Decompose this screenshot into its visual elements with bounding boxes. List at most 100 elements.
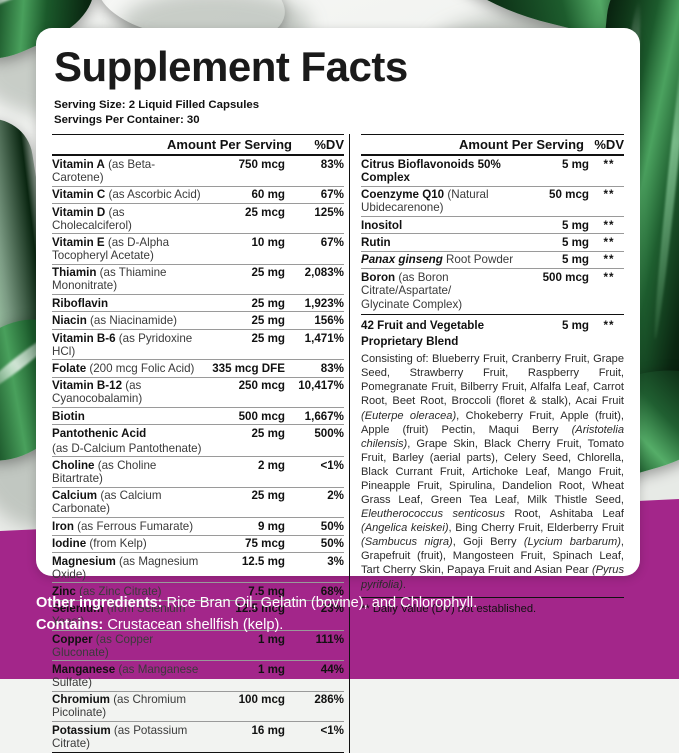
column-header-row-right: Amount Per Serving %DV	[361, 135, 624, 154]
table-row: Calcium (as Calcium Carbonate) 25 mg 2%	[52, 486, 344, 518]
nutrient-name: Inositol	[361, 215, 537, 234]
nutrient-name: Vitamin E (as D-Alpha Tocopheryl Acetate…	[52, 233, 207, 265]
nutrient-amount: 50 mcg	[536, 185, 589, 217]
nutrient-amount: 100 mcg	[206, 690, 285, 722]
nutrient-amount: 9 mg	[206, 517, 285, 535]
nutrient-name: Manganese (as Manganese Sulfate)	[52, 660, 207, 692]
column-header-row-left: Amount Per Serving %DV	[52, 135, 344, 154]
table-row-continuation: (as D-Calcium Pantothenate)	[52, 442, 344, 457]
nutrient-source: (as Calcium Carbonate)	[52, 489, 162, 516]
nutrient-percent-dv: **	[589, 215, 624, 234]
amount-per-serving-header-right: Amount Per Serving	[459, 137, 584, 153]
nutrient-percent-dv: 50%	[285, 534, 344, 553]
servings-per-container-line: Servings Per Container: 30	[54, 113, 200, 126]
nutrient-name: Iron (as Ferrous Fumarate)	[52, 517, 207, 535]
nutrient-source: Root Powder	[442, 253, 514, 267]
nutrient-source: (as Cyanocobalamin)	[52, 379, 143, 406]
nutrient-amount: 2 mg	[206, 456, 285, 488]
nutrient-name: Zinc (as Zinc Citrate)	[52, 582, 207, 601]
nutrient-name: Vitamin B-12 (as Cyanocobalamin)	[52, 376, 207, 408]
nutrient-percent-dv: 83%	[285, 359, 344, 378]
nutrient-amount: 16 mg	[206, 721, 285, 752]
nutrient-percent-dv: 67%	[285, 185, 344, 204]
nutrient-percent-dv: **	[603, 157, 615, 171]
blend-top-rule	[361, 314, 624, 316]
blend-name-line-1: 42 Fruit and Vegetable	[361, 319, 485, 333]
percent-dv-header-right: %DV	[594, 137, 624, 153]
table-row: Panax ginseng Root Powder 5 mg **	[361, 250, 624, 269]
nutrient-percent-dv: 83%	[320, 157, 344, 171]
nutrient-amount: 25 mg	[206, 486, 285, 518]
supplement-facts-panel: Supplement Facts Serving Size: 2 Liquid …	[36, 28, 640, 753]
table-row: Niacin (as Niacinamide) 25 mg 156%	[52, 311, 344, 330]
other-ingredients-value: Rice Bran Oil, Gelatin (bovine), and Chl…	[162, 595, 478, 612]
table-row: Inositol 5 mg **	[361, 215, 624, 234]
nutrient-percent-dv: <1%	[285, 721, 344, 752]
nutrient-amount: 7.5 mg	[206, 582, 285, 601]
nutrient-percent-dv: 2%	[285, 486, 344, 518]
nutrient-source: (as Ferrous Fumarate)	[73, 519, 194, 533]
nutrient-percent-dv: 1,471%	[285, 328, 344, 360]
nutrient-percent-dv: 1,923%	[285, 294, 344, 312]
other-ingredients-line: Other ingredients: Rice Bran Oil, Gelati…	[36, 593, 636, 615]
nutrient-source: (as Zinc Citrate)	[75, 584, 162, 598]
nutrient-source: (from Kelp)	[86, 537, 147, 551]
nutrient-amount: 60 mg	[206, 185, 285, 204]
nutrient-percent-dv: 1,667%	[285, 406, 344, 425]
nutrient-source: (as Copper Gluconate)	[52, 632, 154, 659]
nutrient-percent-dv: 23%	[285, 599, 344, 631]
table-row: Chromium (as Chromium Picolinate) 100 mcg…	[52, 690, 344, 722]
nutrient-source: (as Boron Citrate/Aspartate/	[361, 270, 452, 297]
table-row: Folate (200 mcg Folic Acid) 335 mcg DFE 83…	[52, 359, 344, 378]
nutrient-name: Niacin (as Niacinamide)	[52, 311, 207, 330]
nutrition-columns: Amount Per Serving %DV Vitamin A (as Bet…	[52, 134, 624, 753]
other-ingredients-label: Other ingredients:	[36, 595, 163, 612]
page-title: Supplement Facts	[54, 43, 408, 90]
nutrient-percent-dv: 44%	[285, 660, 344, 692]
table-row: Citrus Bioflavonoids 50% Complex 5 mg **	[361, 156, 624, 186]
table-row: Zinc (as Zinc Citrate) 7.5 mg 68%	[52, 582, 344, 601]
table-row: Iron (as Ferrous Fumarate) 9 mg 50%	[52, 517, 344, 535]
table-row: Potassium (as Potassium Citrate) 16 mg <1%	[52, 721, 344, 752]
nutrient-name: Vitamin A (as Beta-Carotene)	[52, 157, 156, 184]
nutrient-name: Rutin	[361, 233, 537, 252]
nutrient-name: Potassium (as Potassium Citrate)	[52, 721, 207, 752]
nutrient-percent-dv: **	[589, 268, 624, 299]
nutrient-percent-dv: 500%	[285, 424, 344, 442]
header-rule-bottom-right	[361, 154, 624, 157]
table-row: Vitamin B-12 (as Cyanocobalamin) 250 mcg 1…	[52, 376, 344, 408]
percent-dv-header: %DV	[314, 137, 344, 153]
nutrient-source: (as D-Alpha Tocopheryl Acetate)	[52, 236, 170, 262]
nutrient-amount: 25 mg	[206, 294, 285, 312]
nutrient-name: Vitamin C (as Ascorbic Acid)	[52, 185, 207, 204]
nutrient-amount: 5 mg	[536, 250, 589, 269]
nutrient-name: Pantothenic Acid	[52, 424, 207, 442]
nutrient-percent-dv: <1%	[285, 456, 344, 488]
contains-value: Crustacean shellfish (kelp).	[103, 617, 284, 634]
nutrient-amount: 1 mg	[206, 629, 285, 661]
header-rule-bottom	[52, 154, 344, 157]
table-row: Vitamin B-6 (as Pyridoxine HCl) 25 mg 1,47…	[52, 328, 344, 360]
table-row-continuation: Glycinate Complex)	[361, 298, 624, 313]
nutrient-percent-dv: 286%	[285, 690, 344, 722]
left-table-bottom-rule	[52, 751, 344, 753]
nutrient-source: (as Beta-Carotene)	[52, 157, 156, 184]
nutrient-amount: 5 mg	[561, 157, 589, 171]
nutrient-amount: 750 mcg	[238, 157, 285, 171]
nutrient-amount: 12.5 mg	[206, 551, 285, 583]
nutrient-source: (as Niacinamide)	[86, 314, 177, 328]
nutrient-amount: 1 mg	[206, 660, 285, 692]
nutrient-name: Citrus Bioflavonoids 50% Complex	[361, 157, 501, 184]
nutrient-percent-dv: 50%	[285, 517, 344, 535]
nutrient-percent-dv: 2,083%	[285, 263, 344, 295]
nutrient-amount: 10 mg	[206, 233, 285, 265]
table-row: Copper (as Copper Gluconate) 1 mg 111%	[52, 629, 344, 661]
contains-line: Contains: Crustacean shellfish (kelp).	[36, 615, 636, 637]
nutrient-name: Folate (200 mcg Folic Acid)	[52, 359, 207, 378]
nutrient-amount: 12.5 mcg	[206, 599, 285, 631]
footer-text-block: Other ingredients: Rice Bran Oil, Gelati…	[36, 593, 636, 637]
nutrient-amount: 500 mcg	[536, 268, 589, 299]
nutrient-name: Thiamin (as Thiamine Mononitrate)	[52, 263, 207, 295]
table-row: Thiamin (as Thiamine Mononitrate) 25 mg 2,…	[52, 263, 344, 295]
nutrient-name: Panax ginseng Root Powder	[361, 250, 537, 269]
